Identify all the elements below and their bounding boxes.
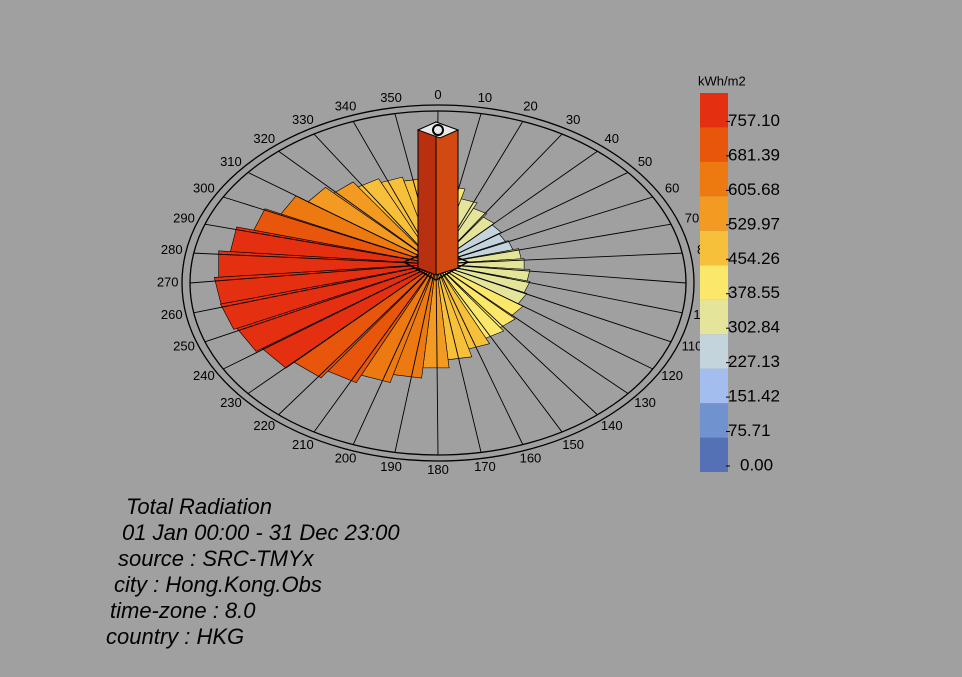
legend-label: 378.55 bbox=[728, 283, 780, 302]
direction-label: 310 bbox=[220, 154, 242, 169]
legend-swatch bbox=[700, 299, 728, 335]
legend-label: 302.84 bbox=[728, 318, 780, 337]
info-line: city : Hong.Kong.Obs bbox=[114, 572, 322, 597]
spoke bbox=[435, 252, 683, 265]
direction-label: 240 bbox=[193, 368, 215, 383]
spoke bbox=[435, 263, 524, 445]
direction-label: 350 bbox=[380, 90, 402, 105]
spoke bbox=[435, 223, 672, 265]
spoke bbox=[223, 196, 437, 265]
legend-label: 151.42 bbox=[728, 387, 780, 406]
direction-label: 190 bbox=[380, 459, 402, 474]
direction-label: 200 bbox=[335, 451, 357, 466]
info-line: source : SRC-TMYx bbox=[118, 546, 315, 571]
legend-label: 0.00 bbox=[740, 455, 773, 474]
direction-label: 60 bbox=[665, 181, 679, 196]
direction-label: 140 bbox=[601, 418, 623, 433]
info-line: time-zone : 8.0 bbox=[110, 598, 256, 623]
direction-label: 220 bbox=[253, 418, 275, 433]
spoke bbox=[435, 172, 629, 265]
info-line: 01 Jan 00:00 - 31 Dec 23:00 bbox=[122, 520, 400, 545]
direction-label: 160 bbox=[520, 451, 542, 466]
direction-label: 250 bbox=[173, 339, 195, 354]
direction-label: 70 bbox=[685, 210, 699, 225]
info-line: Total Radiation bbox=[126, 494, 272, 519]
center-tower bbox=[402, 121, 470, 281]
direction-label: 280 bbox=[161, 242, 183, 257]
direction-label: 230 bbox=[220, 395, 242, 410]
direction-label: 0 bbox=[434, 87, 441, 102]
legend-swatch bbox=[700, 265, 728, 300]
legend-label: 605.68 bbox=[728, 180, 780, 199]
spoke bbox=[435, 263, 439, 456]
direction-label: 50 bbox=[638, 154, 652, 169]
spoke bbox=[193, 263, 437, 314]
spoke bbox=[394, 263, 437, 453]
info-line: country : HKG bbox=[106, 624, 244, 649]
legend: 0.00 75.71 151.42 227.13 302.84 378.55 454.26 5… bbox=[700, 93, 780, 474]
legend-swatch bbox=[700, 437, 728, 472]
direction-label: 340 bbox=[335, 98, 357, 113]
legend-label: 681.39 bbox=[728, 145, 780, 164]
direction-label: 210 bbox=[292, 437, 314, 452]
spoke bbox=[313, 263, 437, 433]
legend-label: 757.10 bbox=[728, 111, 780, 130]
ring bbox=[181, 104, 695, 462]
direction-label: 130 bbox=[634, 395, 656, 410]
spoke bbox=[435, 263, 687, 284]
spoke bbox=[352, 263, 437, 445]
legend-label: 75.71 bbox=[728, 421, 771, 440]
spoke bbox=[204, 263, 437, 343]
spoke bbox=[278, 150, 437, 265]
spoke bbox=[435, 263, 563, 433]
legend-label: 529.97 bbox=[728, 214, 780, 233]
spoke bbox=[247, 172, 437, 265]
legend-label: 454.26 bbox=[728, 249, 780, 268]
spoke bbox=[435, 263, 482, 453]
legend-swatch bbox=[700, 127, 728, 162]
spoke bbox=[435, 150, 598, 265]
spoke bbox=[223, 263, 437, 370]
direction-label: 260 bbox=[161, 307, 183, 322]
direction-label: 20 bbox=[523, 98, 537, 113]
direction-label: 170 bbox=[474, 459, 496, 474]
spoke bbox=[435, 263, 598, 416]
spoke bbox=[247, 263, 437, 394]
legend-swatch bbox=[700, 161, 728, 197]
spoke bbox=[435, 263, 672, 343]
spoke bbox=[435, 196, 653, 265]
direction-label: 30 bbox=[566, 112, 580, 127]
spoke bbox=[204, 223, 437, 265]
direction-label: 290 bbox=[173, 210, 195, 225]
spoke bbox=[435, 263, 653, 370]
direction-label: 120 bbox=[661, 368, 683, 383]
legend-swatch bbox=[700, 93, 728, 128]
direction-label: 320 bbox=[253, 131, 275, 146]
direction-label: 180 bbox=[427, 462, 449, 477]
spoke bbox=[435, 263, 683, 314]
legend-swatch bbox=[700, 196, 728, 231]
direction-label: 110 bbox=[682, 339, 703, 354]
legend-swatch bbox=[700, 403, 728, 438]
legend-swatch bbox=[700, 334, 728, 369]
legend-unit: kWh/m2 bbox=[698, 73, 746, 88]
direction-label: 330 bbox=[292, 112, 314, 127]
legend-swatch bbox=[700, 230, 728, 266]
spoke bbox=[278, 263, 437, 416]
spoke bbox=[189, 263, 437, 284]
legend-label: 227.13 bbox=[728, 352, 780, 371]
direction-label: 40 bbox=[605, 131, 619, 146]
spoke bbox=[435, 263, 629, 394]
spoke bbox=[193, 252, 437, 265]
legend-swatch bbox=[700, 368, 728, 404]
spoke bbox=[313, 133, 437, 265]
direction-label: 300 bbox=[193, 181, 215, 196]
direction-label: 150 bbox=[562, 437, 584, 452]
direction-label: 270 bbox=[157, 274, 179, 289]
direction-label: 10 bbox=[478, 90, 492, 105]
